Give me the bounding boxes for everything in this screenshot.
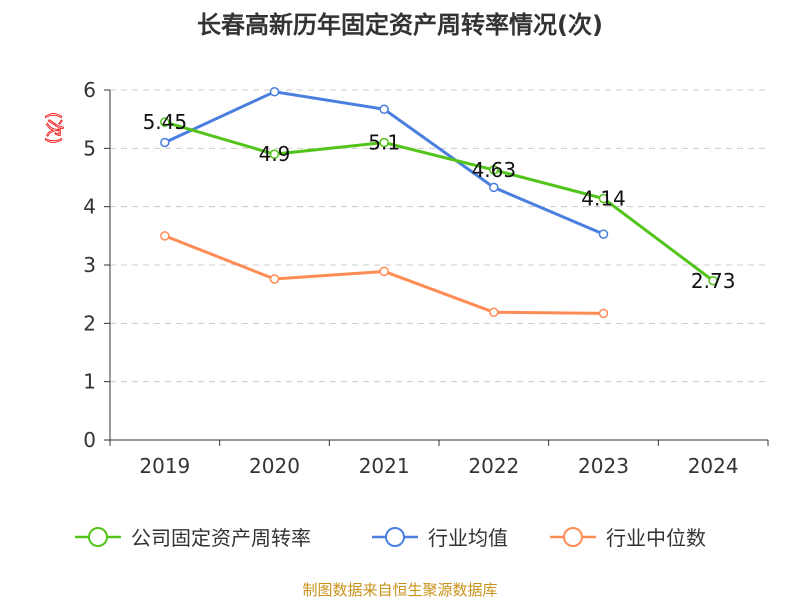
legend-label: 公司固定资产周转率 xyxy=(131,526,311,550)
y-tick-label: 1 xyxy=(83,370,96,394)
data-label: 5.1 xyxy=(368,131,400,155)
data-point xyxy=(269,149,280,159)
x-tick-label: 2022 xyxy=(468,454,519,478)
y-tick-label: 2 xyxy=(83,311,96,335)
y-tick-label: 0 xyxy=(83,428,96,452)
data-label: 2.73 xyxy=(691,269,736,293)
legend-marker xyxy=(88,527,108,547)
legend-marker xyxy=(385,527,405,547)
data-point xyxy=(598,193,609,204)
y-tick-label: 5 xyxy=(83,136,96,160)
data-point xyxy=(598,308,609,319)
x-tick-label: 2019 xyxy=(139,454,190,478)
data-point xyxy=(379,137,389,148)
data-point xyxy=(269,87,280,97)
chart-title: 长春高新历年固定资产周转率情况(次) xyxy=(197,11,603,39)
source-note: 制图数据来自恒生聚源数据库 xyxy=(302,581,497,599)
x-tick-label: 2020 xyxy=(249,454,300,478)
data-point xyxy=(708,276,718,286)
data-point xyxy=(160,137,170,148)
x-tick-label: 2023 xyxy=(578,454,629,478)
data-point xyxy=(489,182,499,193)
data-point xyxy=(269,274,280,284)
data-point xyxy=(379,266,389,277)
y-tick-label: 6 xyxy=(83,78,96,102)
data-point xyxy=(379,104,389,114)
data-point xyxy=(160,117,170,127)
x-tick-label: 2024 xyxy=(688,454,739,478)
y-tick-label: 4 xyxy=(83,195,96,219)
y-axis-label: (次) xyxy=(43,112,64,144)
legend-label: 行业中位数 xyxy=(606,526,706,550)
data-point xyxy=(598,229,609,239)
data-label: 5.45 xyxy=(143,110,188,134)
data-label: 4.63 xyxy=(472,158,517,182)
data-point xyxy=(489,165,499,175)
legend-label: 行业均值 xyxy=(428,526,508,550)
data-label: 4.14 xyxy=(581,187,626,211)
x-tick-label: 2021 xyxy=(359,454,410,478)
data-point xyxy=(160,231,170,241)
legend-marker xyxy=(563,527,583,547)
series-line xyxy=(164,120,715,282)
data-label: 4.9 xyxy=(259,142,291,166)
y-tick-label: 3 xyxy=(83,253,96,277)
data-point xyxy=(489,307,499,317)
